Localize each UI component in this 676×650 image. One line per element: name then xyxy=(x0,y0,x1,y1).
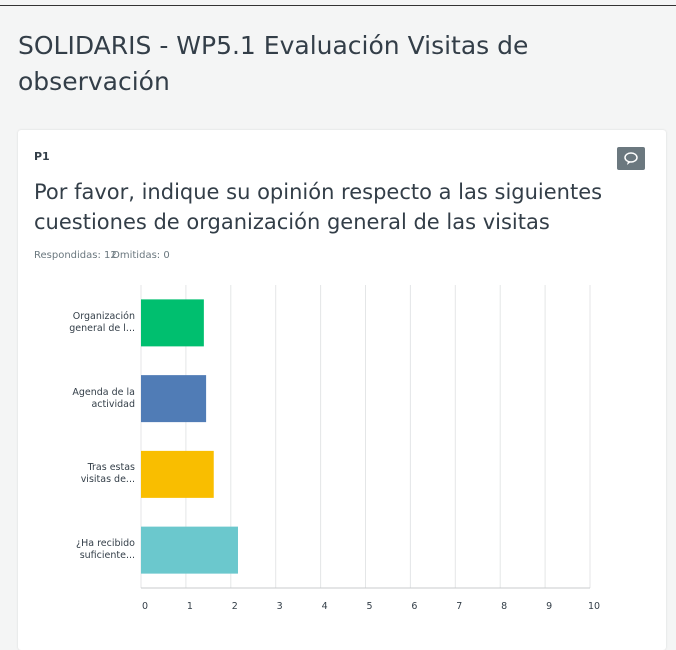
page: SOLIDARIS - WP5.1 Evaluación Visitas de … xyxy=(0,5,676,650)
x-tick-label: 1 xyxy=(187,601,193,612)
x-tick-label: 9 xyxy=(546,601,552,612)
skipped-count: Omitidas: 0 xyxy=(112,250,170,261)
bar xyxy=(141,450,214,498)
question-text: Por favor, indique su opinión respecto a… xyxy=(34,180,603,234)
comment-button[interactable] xyxy=(617,147,645,170)
x-tick-label: 0 xyxy=(142,601,148,612)
x-tick-label: 3 xyxy=(277,601,283,612)
top-rule xyxy=(0,5,676,6)
x-tick-label: 7 xyxy=(456,601,462,612)
answered-count: Respondidas: 12 xyxy=(34,250,117,261)
x-tick-label: 6 xyxy=(411,601,417,612)
y-tick-label: Tras estas visitas de... xyxy=(80,462,135,486)
comment-icon xyxy=(624,152,638,165)
x-tick-label: 5 xyxy=(366,601,372,612)
survey-title: SOLIDARIS - WP5.1 Evaluación Visitas de … xyxy=(18,31,529,96)
y-tick-label: Agenda de la actividad xyxy=(72,386,135,410)
question-card xyxy=(18,130,666,650)
chart: 0 1 2 3 4 5 6 7 8 9 10 xyxy=(140,285,600,612)
x-tick-label: 8 xyxy=(501,601,507,612)
x-tick-label: 2 xyxy=(232,601,238,612)
y-tick-label: ¿Ha recibido suficiente... xyxy=(76,538,135,562)
x-tick-label: 10 xyxy=(588,601,600,612)
bar xyxy=(141,299,204,347)
x-tick-label: 4 xyxy=(322,601,328,612)
bar xyxy=(141,375,207,423)
question-number: P1 xyxy=(34,150,50,163)
bar xyxy=(141,526,238,574)
y-tick-label: Organización general de l... xyxy=(69,310,135,334)
